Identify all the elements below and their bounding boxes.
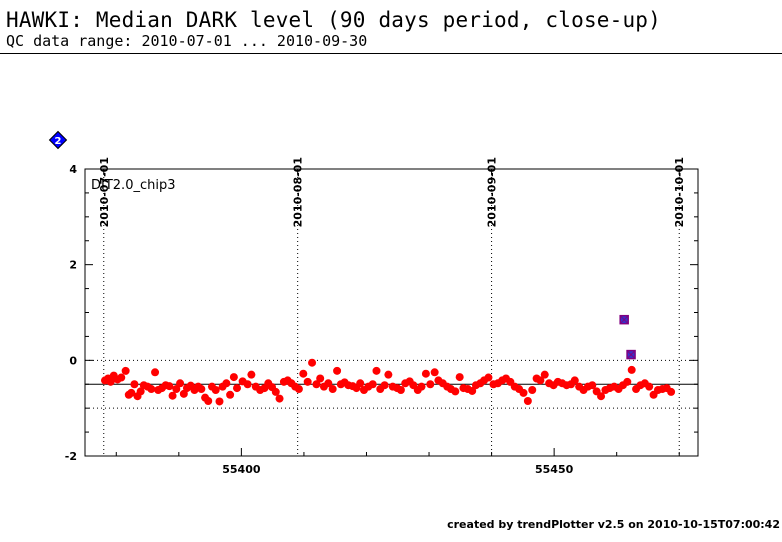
- data-point: [121, 366, 130, 375]
- data-point: [484, 373, 493, 382]
- data-point: [536, 376, 545, 385]
- data-point: [519, 388, 528, 397]
- footer-credit: created by trendPlotter v2.5 on 2010-10-…: [447, 518, 780, 531]
- chart-subtitle: QC data range: 2010-07-01 ... 2010-09-30: [6, 32, 368, 50]
- data-point: [417, 382, 426, 391]
- data-point: [229, 373, 238, 382]
- data-point: [197, 385, 206, 394]
- data-point: [333, 366, 342, 375]
- data-point: [106, 377, 115, 386]
- data-point: [294, 385, 303, 394]
- date-tick-label: 2010-07-01: [98, 157, 111, 227]
- data-point: [528, 385, 537, 394]
- data-point: [667, 387, 676, 396]
- data-point: [468, 386, 477, 395]
- data-point: [127, 388, 136, 397]
- data-point: [368, 380, 377, 389]
- plot-frame: [84, 168, 699, 457]
- data-point: [372, 366, 381, 375]
- data-point: [380, 381, 389, 390]
- date-tick-label: 2010-08-01: [292, 157, 305, 227]
- data-point: [211, 385, 220, 394]
- points-layer: [101, 314, 676, 406]
- outlier-mark: [619, 315, 629, 325]
- date-tick-label: 2010-10-01: [673, 157, 686, 227]
- header-divider: [0, 53, 782, 54]
- data-point: [299, 369, 308, 378]
- panel-label: DIT2.0_chip3: [91, 178, 175, 193]
- data-point: [215, 397, 224, 406]
- data-point: [151, 368, 160, 377]
- data-point: [232, 384, 241, 393]
- data-point: [275, 394, 284, 403]
- data-point: [426, 380, 435, 389]
- y-tick-label: 0: [69, 354, 77, 367]
- chart-canvas: 2010-07-01 2010-08-01 2010-09-01 2010-10-01…: [48, 130, 699, 476]
- data-point: [204, 396, 213, 405]
- data-point: [623, 377, 632, 386]
- data-point: [328, 385, 337, 394]
- data-point: [222, 379, 231, 388]
- data-point: [588, 381, 597, 390]
- y-tick-label: 2: [69, 259, 77, 272]
- data-point: [396, 385, 405, 394]
- date-tick-label: 2010-09-01: [486, 157, 499, 227]
- grid-layer: [85, 169, 698, 456]
- data-point: [597, 392, 606, 401]
- x-tick-label: 55400: [222, 463, 261, 476]
- outlier-mark: [626, 350, 636, 359]
- data-point: [523, 396, 532, 405]
- data-point: [308, 358, 317, 367]
- data-point: [356, 379, 365, 388]
- y-tick-label: -2: [65, 450, 77, 463]
- data-point: [147, 385, 156, 394]
- data-point: [451, 387, 460, 396]
- data-point: [271, 387, 280, 396]
- y-tick-label: 4: [69, 163, 77, 176]
- data-point: [226, 390, 235, 399]
- data-point: [324, 379, 333, 388]
- x-tick-label: 55450: [535, 463, 574, 476]
- data-point: [627, 365, 636, 374]
- data-point: [430, 368, 439, 377]
- data-point: [312, 380, 321, 389]
- data-point: [384, 370, 393, 379]
- legend-marker-label: 2: [55, 136, 62, 147]
- data-point: [303, 377, 312, 386]
- data-point: [455, 373, 464, 382]
- data-point: [168, 391, 177, 400]
- data-point: [136, 387, 145, 396]
- legend-marker-icon: 2: [48, 130, 68, 150]
- data-point: [172, 385, 181, 394]
- chart-title: HAWKI: Median DARK level (90 days period…: [6, 8, 661, 32]
- data-point: [165, 382, 174, 391]
- data-point: [176, 379, 185, 388]
- data-point: [117, 373, 126, 382]
- data-point: [570, 376, 579, 385]
- data-point: [130, 380, 139, 389]
- axis-layer: 2010-07-01 2010-08-01 2010-09-01 2010-10-01…: [65, 157, 699, 476]
- data-point: [243, 380, 252, 389]
- data-point: [247, 370, 256, 379]
- data-point: [645, 382, 654, 391]
- data-point: [316, 374, 325, 383]
- data-point: [540, 370, 549, 379]
- data-point: [421, 369, 430, 378]
